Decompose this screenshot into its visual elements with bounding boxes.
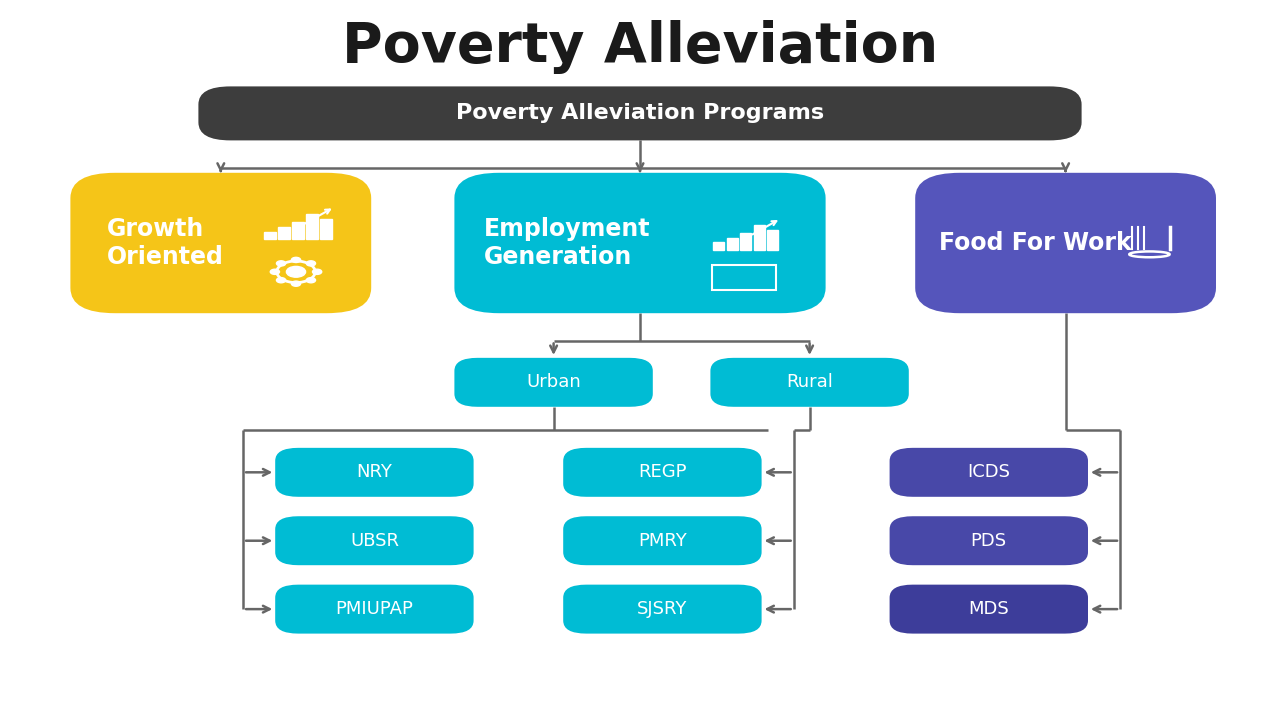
Circle shape <box>312 269 321 274</box>
Text: Urban: Urban <box>526 373 581 392</box>
FancyBboxPatch shape <box>890 585 1088 634</box>
FancyBboxPatch shape <box>275 516 474 565</box>
Circle shape <box>292 281 301 287</box>
Text: Food For Work: Food For Work <box>940 231 1132 255</box>
Bar <box>306 215 317 239</box>
Bar <box>264 232 275 239</box>
Text: MDS: MDS <box>969 600 1009 618</box>
FancyBboxPatch shape <box>563 516 762 565</box>
Bar <box>754 225 765 250</box>
Text: Poverty Alleviation Programs: Poverty Alleviation Programs <box>456 104 824 123</box>
Text: PDS: PDS <box>970 531 1007 550</box>
FancyBboxPatch shape <box>454 173 826 313</box>
Text: SJSRY: SJSRY <box>637 600 687 618</box>
FancyBboxPatch shape <box>70 173 371 313</box>
FancyBboxPatch shape <box>454 358 653 407</box>
Text: REGP: REGP <box>639 464 686 482</box>
Text: UBSR: UBSR <box>349 531 399 550</box>
Bar <box>278 227 289 239</box>
Text: Growth
Oriented: Growth Oriented <box>106 217 224 269</box>
Circle shape <box>306 261 316 266</box>
Bar <box>740 233 751 250</box>
Circle shape <box>270 269 279 274</box>
Bar <box>712 265 776 290</box>
Text: Rural: Rural <box>786 373 833 392</box>
Circle shape <box>276 261 285 266</box>
Circle shape <box>287 266 306 277</box>
Circle shape <box>292 257 301 263</box>
Text: PMIUPAP: PMIUPAP <box>335 600 413 618</box>
Bar <box>292 222 303 239</box>
Circle shape <box>276 278 285 283</box>
FancyBboxPatch shape <box>275 585 474 634</box>
FancyBboxPatch shape <box>275 448 474 497</box>
Text: Poverty Alleviation: Poverty Alleviation <box>342 19 938 73</box>
Text: PMRY: PMRY <box>637 531 687 550</box>
Circle shape <box>306 278 316 283</box>
Bar <box>713 243 724 250</box>
Bar <box>767 230 778 250</box>
Text: NRY: NRY <box>356 464 393 482</box>
FancyBboxPatch shape <box>710 358 909 407</box>
Text: ICDS: ICDS <box>968 464 1010 482</box>
FancyBboxPatch shape <box>890 448 1088 497</box>
Bar <box>320 219 332 239</box>
Bar <box>727 238 737 250</box>
FancyBboxPatch shape <box>198 86 1082 140</box>
Text: Employment
Generation: Employment Generation <box>484 217 650 269</box>
FancyBboxPatch shape <box>915 173 1216 313</box>
FancyBboxPatch shape <box>563 448 762 497</box>
FancyBboxPatch shape <box>563 585 762 634</box>
FancyBboxPatch shape <box>890 516 1088 565</box>
